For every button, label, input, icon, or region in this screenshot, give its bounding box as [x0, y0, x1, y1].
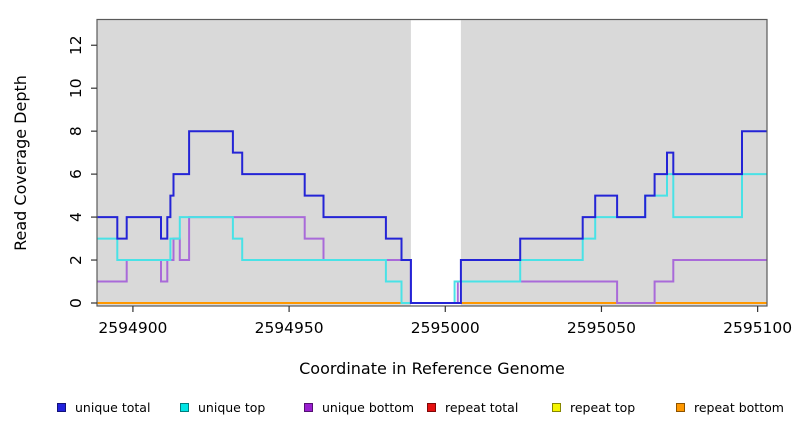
unique-top-swatch-icon	[180, 402, 189, 412]
y-tick-label: 0	[67, 298, 85, 308]
x-tick-label: 2595050	[567, 319, 636, 337]
plot-border	[96, 18, 768, 307]
repeat-total-swatch-icon	[427, 402, 436, 412]
x-axis-title: Coordinate in Reference Genome	[299, 359, 565, 378]
legend-label: unique total	[75, 399, 151, 415]
legend-item-unique-total: unique total	[57, 399, 150, 415]
y-tick-label: 2	[67, 255, 85, 265]
series-line-unique-bottom	[97, 216, 767, 304]
y-tick-label: 8	[67, 126, 85, 136]
legend-label: unique top	[198, 399, 266, 415]
y-tick-label: 4	[67, 212, 85, 222]
unique-bottom-swatch-icon	[304, 402, 313, 412]
legend: unique total unique top unique bottom re…	[0, 399, 792, 421]
x-tick-label: 2595000	[411, 319, 480, 337]
unique-total-swatch-icon	[57, 402, 66, 412]
legend-label: unique bottom	[322, 399, 415, 415]
x-tick-label: 2594950	[255, 319, 324, 337]
legend-item-repeat-top: repeat top	[552, 399, 635, 415]
legend-label: repeat bottom	[694, 399, 784, 415]
x-tick-label: 2595100	[723, 319, 792, 337]
y-axis-title: Read Coverage Depth	[11, 75, 30, 251]
y-tick-label: 6	[67, 169, 85, 179]
legend-label: repeat total	[445, 399, 519, 415]
series-line-unique-total	[97, 130, 767, 304]
legend-label: repeat top	[570, 399, 636, 415]
repeat-top-swatch-icon	[552, 402, 561, 412]
coverage-gap-region	[410, 20, 461, 306]
legend-item-repeat-bottom: repeat bottom	[676, 399, 784, 415]
series-line-unique-top	[97, 173, 767, 304]
repeat-bottom-swatch-icon	[676, 402, 685, 412]
y-tick-label: 10	[67, 78, 85, 98]
x-tick-label: 2594900	[98, 319, 167, 337]
legend-item-unique-top: unique top	[180, 399, 265, 415]
legend-item-repeat-total: repeat total	[427, 399, 518, 415]
legend-item-unique-bottom: unique bottom	[304, 399, 414, 415]
y-tick-label: 12	[67, 35, 85, 55]
